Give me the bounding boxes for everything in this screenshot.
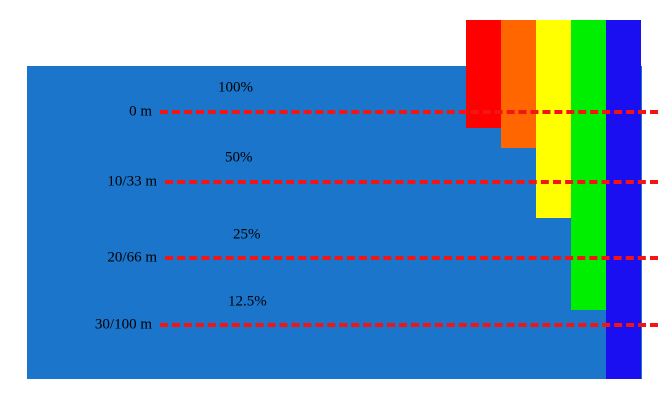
- orange-bar: [501, 20, 536, 148]
- yellow-bar: [536, 20, 571, 218]
- depth-label-10-33m: 10/33 m: [107, 173, 157, 190]
- depth-label-30-100m: 30/100 m: [94, 316, 152, 333]
- depth-label-0m: 0 m: [129, 103, 152, 120]
- percent-label-20-66m: 25%: [233, 226, 261, 243]
- depth-dashline-10-33m: [165, 180, 658, 184]
- green-bar: [571, 20, 606, 310]
- depth-dashline-20-66m: [165, 256, 658, 260]
- depth-dashline-0m: [160, 110, 658, 114]
- percent-label-10-33m: 50%: [225, 149, 253, 166]
- depth-label-20-66m: 20/66 m: [107, 249, 157, 266]
- percent-label-30-100m: 12.5%: [228, 293, 267, 310]
- blue-bar: [606, 20, 641, 379]
- depth-dashline-30-100m: [160, 323, 658, 327]
- percent-label-0m: 100%: [218, 79, 253, 96]
